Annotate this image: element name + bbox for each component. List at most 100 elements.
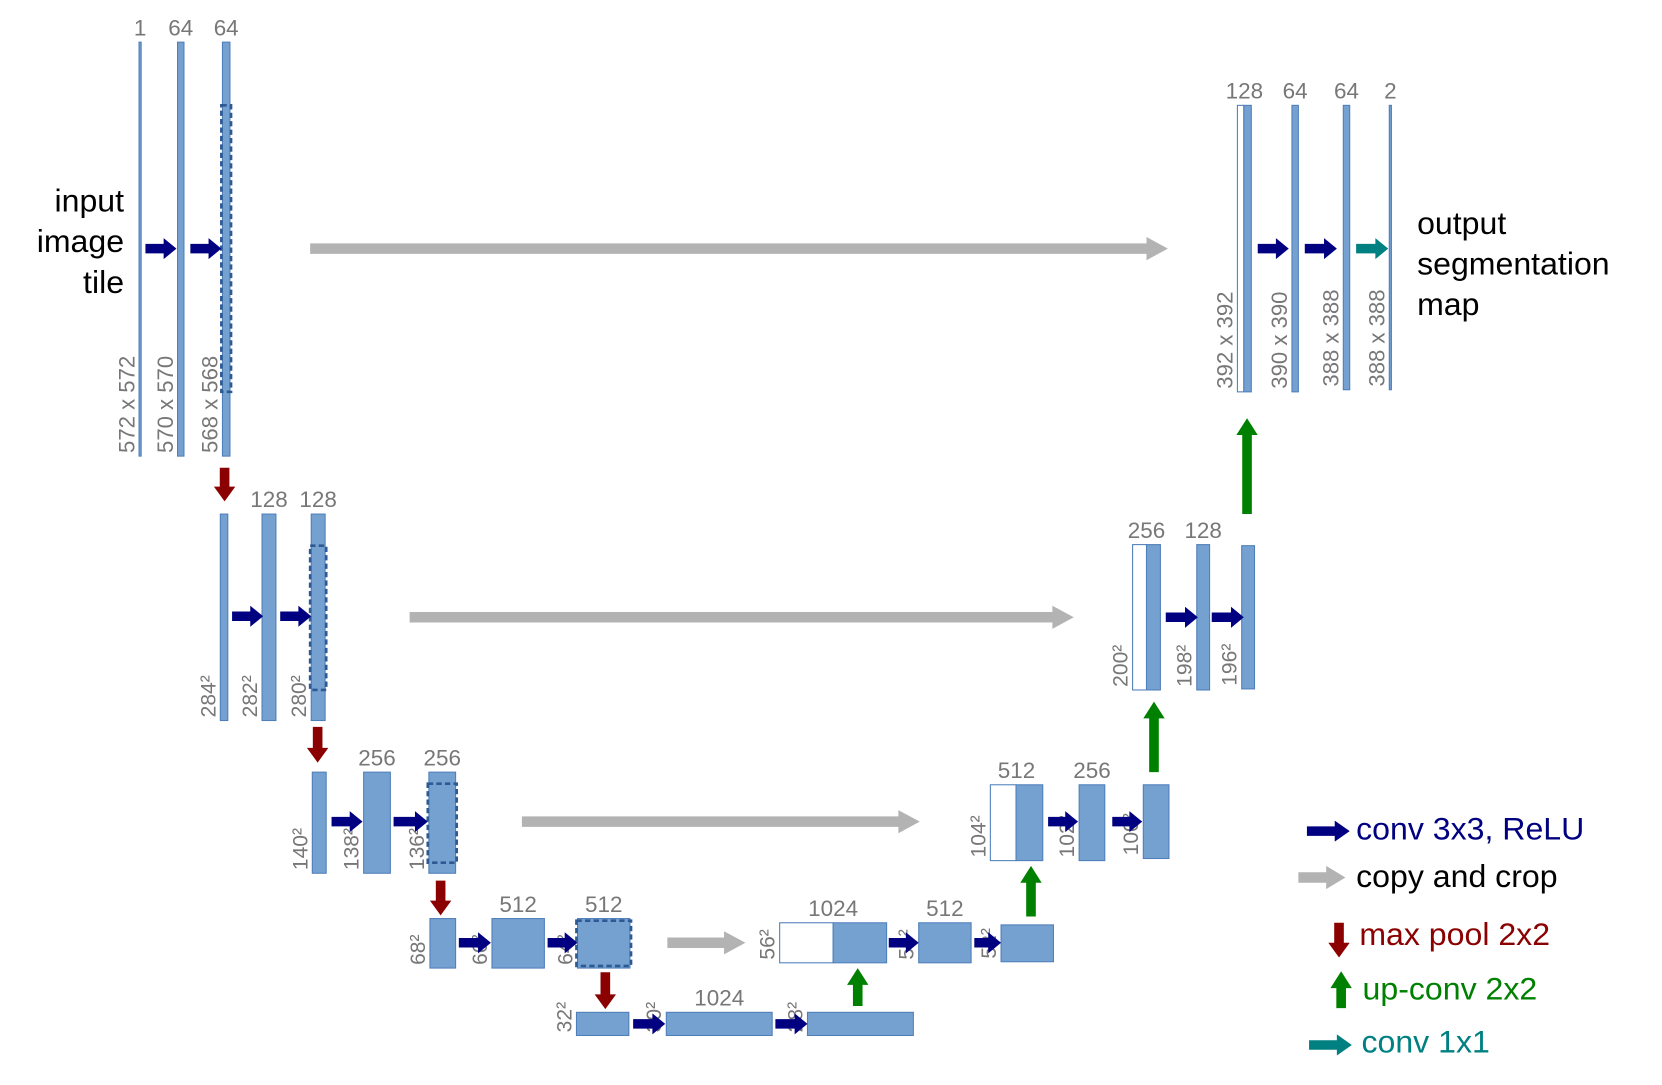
channel-label: 1 [134, 15, 146, 40]
channel-label: 512 [926, 896, 963, 921]
conv-arrow [974, 932, 1002, 954]
feature-block [138, 41, 142, 457]
size-label: 388 x 388 [1318, 289, 1343, 386]
legend-label: copy and crop [1356, 858, 1557, 894]
conv-arrow [775, 1013, 808, 1035]
feature-block [261, 513, 277, 722]
size-label: 388 x 388 [1364, 289, 1389, 386]
legend-upconv-arrow [1330, 971, 1352, 1009]
legend-label: conv 1x1 [1361, 1023, 1489, 1059]
pool-arrow [213, 467, 236, 502]
conv-arrow [1165, 606, 1198, 628]
feature-block [1342, 104, 1351, 391]
size-label: 68² [407, 934, 430, 964]
size-label: 196² [1219, 644, 1242, 686]
concat-block [1236, 104, 1245, 393]
feature-block [575, 1011, 630, 1037]
channel-label: 128 [250, 487, 287, 512]
size-label: 140² [289, 828, 312, 870]
channel-label: 64 [214, 15, 239, 40]
feature-block [1145, 544, 1161, 691]
crop-region [575, 919, 633, 968]
upconv-arrow [847, 968, 869, 1006]
conv-arrow [1048, 811, 1079, 833]
copy-arrow [409, 605, 1074, 629]
conv-arrow [458, 932, 491, 954]
legend-label: conv 3x3, ReLU [1356, 811, 1584, 847]
size-label: 390 x 390 [1267, 292, 1292, 389]
channel-label: 256 [1128, 518, 1165, 543]
pool-arrow [594, 972, 617, 1010]
conv-arrow [232, 605, 264, 627]
conv-arrow [1257, 238, 1289, 260]
conv-arrow [145, 238, 177, 260]
conv-arrow [888, 932, 919, 954]
feature-block [1000, 924, 1054, 963]
input-label: tile [83, 264, 124, 300]
conv-arrow [190, 238, 222, 260]
channel-label: 64 [1334, 79, 1359, 104]
channel-label: 2 [1384, 79, 1397, 104]
pool-arrow [306, 726, 329, 763]
feature-block [1142, 784, 1170, 860]
feature-block [665, 1011, 773, 1037]
channel-label: 512 [499, 892, 536, 917]
input-label: input [55, 183, 125, 219]
legend-copy-arrow [1298, 865, 1346, 890]
copy-arrow [667, 931, 746, 955]
upconv-arrow [1143, 701, 1165, 773]
conv-arrow [1304, 238, 1337, 260]
conv-arrow [393, 811, 428, 833]
feature-block [177, 41, 185, 457]
concat-block [1132, 544, 1148, 691]
conv1x1-arrow [1356, 238, 1389, 260]
feature-block [1196, 544, 1211, 691]
size-label: 200² [1109, 645, 1132, 687]
input-label: image [37, 223, 124, 259]
channel-label: 256 [358, 745, 395, 770]
crop-region [308, 544, 328, 692]
size-label: 392 x 392 [1212, 292, 1237, 389]
upconv-arrow [1020, 865, 1042, 917]
crop-region [426, 782, 459, 865]
channel-label: 128 [1184, 518, 1221, 543]
size-label: 56² [756, 929, 779, 959]
size-label: 568 x 568 [198, 356, 223, 453]
channel-label: 1024 [694, 986, 744, 1011]
legend-pool-arrow [1328, 922, 1350, 958]
feature-block [429, 918, 457, 969]
legend-conv1x1-arrow [1309, 1034, 1352, 1056]
size-label: 570 x 570 [153, 356, 178, 453]
conv-arrow [1211, 606, 1244, 628]
copy-arrow [521, 810, 920, 834]
channel-label: 512 [998, 758, 1035, 783]
feature-block [576, 918, 631, 969]
feature-block [491, 918, 545, 969]
feature-block [918, 922, 972, 964]
conv-arrow [331, 811, 363, 833]
size-label: 280² [288, 675, 311, 717]
channel-label: 1024 [808, 896, 858, 921]
feature-block [1388, 104, 1392, 391]
size-label: 284² [197, 675, 220, 717]
channel-label: 128 [1226, 79, 1263, 104]
channel-label: 128 [299, 487, 336, 512]
size-label: 138² [340, 828, 363, 870]
pool-arrow [429, 880, 452, 916]
channel-label: 64 [1283, 79, 1308, 104]
size-label: 32² [553, 1002, 576, 1032]
concat-block [779, 922, 834, 964]
feature-block [1078, 784, 1106, 862]
feature-block [832, 922, 888, 964]
channel-label: 512 [585, 892, 622, 917]
size-label: 282² [239, 675, 262, 717]
size-label: 572 x 572 [114, 356, 139, 453]
feature-block [806, 1011, 914, 1037]
feature-block [219, 513, 229, 722]
conv-arrow [547, 932, 578, 954]
legend-conv-arrow [1306, 820, 1350, 842]
upconv-arrow [1236, 418, 1258, 515]
conv-arrow [280, 605, 312, 627]
feature-block [363, 771, 391, 874]
